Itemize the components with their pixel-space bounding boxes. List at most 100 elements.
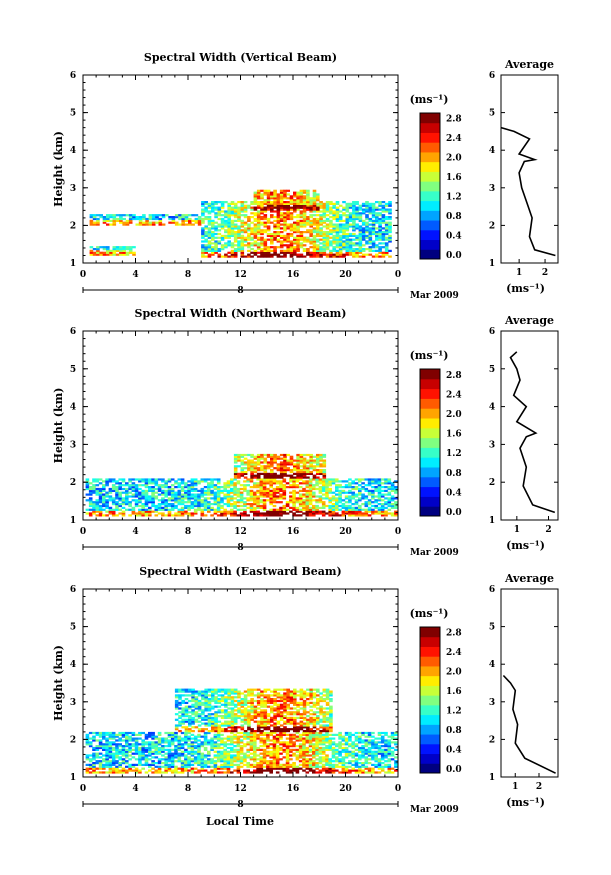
heatmap-cell: [293, 221, 297, 224]
heatmap-cell: [305, 762, 310, 765]
heatmap-cell: [121, 497, 126, 500]
heatmap-cell: [144, 512, 149, 515]
heatmap-cell: [213, 750, 218, 753]
heatmap-cell: [279, 242, 284, 245]
heatmap-cell: [233, 497, 237, 500]
heatmap-cell: [157, 748, 162, 751]
heatmap-cell: [105, 771, 109, 774]
x-tick-label: 8: [185, 527, 191, 537]
heatmap-cell: [263, 240, 268, 243]
heatmap-cell: [321, 493, 326, 496]
heatmap-cell: [302, 476, 307, 479]
heatmap-cell: [390, 484, 395, 487]
heatmap-cell: [285, 758, 290, 761]
heatmap-cell: [144, 735, 149, 738]
heatmap-cell: [197, 756, 201, 759]
heatmap-cell: [118, 769, 122, 772]
heatmap-cell: [250, 248, 254, 251]
heatmap-cell: [338, 731, 342, 735]
heatmap-cell: [193, 750, 198, 753]
heatmap-cell: [312, 248, 317, 251]
heatmap-cell: [227, 232, 231, 236]
heatmap-cell: [321, 752, 326, 755]
heatmap-cell: [312, 756, 316, 759]
heatmap-cell: [292, 491, 296, 494]
heatmap-cell: [345, 217, 350, 221]
heatmap-cell: [335, 506, 339, 509]
heatmap-cell: [335, 499, 339, 502]
heatmap-cell: [148, 223, 153, 226]
heatmap-cell: [105, 748, 109, 751]
heatmap-cell: [108, 767, 113, 770]
heatmap-cell: [292, 484, 296, 487]
heatmap-cells: [85, 453, 398, 517]
heatmap-cell: [279, 227, 284, 230]
heatmap-cell: [270, 234, 274, 237]
heatmap-cell: [302, 746, 306, 750]
heatmap-cell: [387, 501, 392, 504]
heatmap-cell: [230, 246, 235, 249]
heatmap-cell: [131, 765, 136, 768]
heatmap-cell: [293, 463, 297, 466]
heatmap-cell: [118, 484, 122, 487]
heatmap-cell: [299, 255, 304, 258]
heatmap-cell: [243, 231, 248, 234]
heatmap-cell: [115, 253, 120, 256]
heatmap-cell: [269, 752, 273, 755]
heatmap-cell: [233, 238, 238, 241]
heatmap-cell: [325, 769, 329, 772]
heatmap-cell: [335, 486, 339, 489]
heatmap-cell: [306, 238, 310, 241]
heatmap-cell: [226, 765, 231, 768]
heatmap-cell: [259, 501, 264, 504]
heatmap-cell: [131, 487, 136, 491]
heatmap-cell: [214, 214, 218, 217]
heatmap-cell: [174, 501, 178, 504]
heatmap-cell: [151, 743, 155, 746]
heatmap-cell: [85, 767, 90, 770]
heatmap-cell: [263, 229, 268, 232]
heatmap-cell: [230, 750, 234, 753]
heatmap-cell: [154, 495, 159, 498]
heatmap-cell: [111, 760, 116, 763]
heatmap-cell: [321, 489, 326, 492]
heatmap-cell: [250, 465, 254, 468]
heatmap-cell: [331, 733, 336, 736]
heatmap-cell: [312, 231, 317, 234]
heatmap-cell: [253, 746, 257, 750]
heatmap-cell: [306, 199, 310, 202]
heatmap-cell: [319, 453, 323, 457]
heatmap-cell: [329, 253, 333, 256]
heatmap-cell: [134, 745, 139, 748]
heatmap-cell: [341, 748, 346, 751]
heatmap-cell: [295, 748, 300, 751]
heatmap-cell: [119, 221, 123, 224]
heatmap-cell: [298, 760, 303, 763]
heatmap-cell: [371, 495, 375, 498]
heatmap-cell: [285, 508, 290, 511]
heatmap-cell: [138, 760, 142, 763]
heatmap-cell: [312, 223, 317, 226]
heatmap-cell: [352, 212, 356, 215]
heatmap-cell: [256, 453, 261, 457]
heatmap-cell: [132, 253, 136, 256]
heatmap-cell: [201, 219, 205, 222]
heatmap-cell: [263, 244, 268, 247]
heatmap-cell: [351, 508, 355, 511]
heatmap-cell: [335, 240, 340, 243]
heatmap-cell: [98, 735, 103, 738]
heatmap-cell: [380, 499, 385, 502]
heatmap-cell: [345, 253, 350, 256]
heatmap-cell: [331, 512, 336, 515]
heatmap-cell: [214, 232, 218, 236]
heatmap-cell: [216, 497, 221, 500]
heatmap-cell: [200, 510, 205, 513]
heatmap-cell: [335, 246, 340, 249]
heatmap-cell: [187, 762, 191, 765]
heatmap-cell: [262, 478, 267, 481]
heatmap-cell: [309, 221, 313, 224]
heatmap-cell: [223, 750, 227, 753]
y-tick-label: 4: [70, 403, 76, 413]
heatmap-cell: [332, 236, 336, 239]
